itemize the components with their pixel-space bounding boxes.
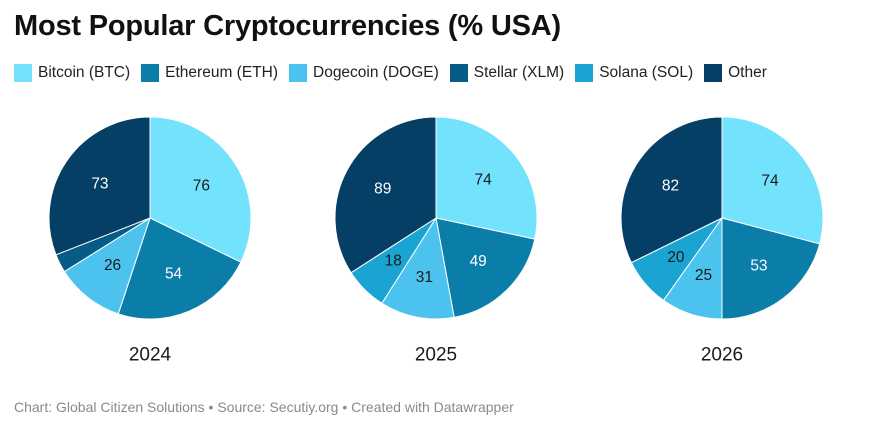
legend: Bitcoin (BTC) Ethereum (ETH) Dogecoin (D… <box>14 64 778 82</box>
data-label-2025-bitcoin: 74 <box>474 171 492 188</box>
data-label-2026-ethereum: 53 <box>750 258 767 275</box>
data-label-2026-dogecoin: 25 <box>695 267 712 284</box>
year-label-2024: 2024 <box>129 345 172 366</box>
legend-label-other: Other <box>728 64 767 81</box>
data-label-2025-solana: 18 <box>385 252 402 269</box>
year-label-2026: 2026 <box>701 345 743 366</box>
pie-slice-2024-dogecoin <box>63 216 151 315</box>
pie-2025: 74 49 31 18 89 2025 <box>334 116 538 366</box>
data-label-2025-other: 89 <box>374 180 391 197</box>
legend-label-solana: Solana (SOL) <box>599 64 694 81</box>
data-label-2024-other: 73 <box>91 175 108 192</box>
pie-slice-2025-dogecoin <box>381 216 455 320</box>
legend-swatch-bitcoin <box>14 64 32 82</box>
pie-slice-2026-bitcoin <box>721 116 824 245</box>
legend-label-stellar: Stellar (XLM) <box>473 64 565 81</box>
legend-swatch-ethereum <box>141 64 160 82</box>
legend-swatch-stellar <box>449 64 468 82</box>
data-label-2024-dogecoin: 26 <box>104 257 121 274</box>
legend-item-bitcoin: Bitcoin (BTC) <box>14 64 130 82</box>
data-label-2024-bitcoin: 76 <box>193 177 210 194</box>
data-label-2024-ethereum: 54 <box>165 265 183 282</box>
data-label-2025-ethereum: 49 <box>470 253 487 270</box>
year-label-2025: 2025 <box>415 345 457 366</box>
legend-swatch-solana <box>575 64 594 82</box>
data-label-2026-solana: 20 <box>667 249 685 266</box>
data-label-2026-other: 82 <box>662 177 679 194</box>
legend-item-solana: Solana (SOL) <box>575 64 693 82</box>
legend-label-dogecoin: Dogecoin (DOGE) <box>313 64 439 81</box>
data-label-2025-dogecoin: 31 <box>416 269 433 286</box>
pie-slice-2024-ethereum <box>117 217 242 320</box>
pie-slice-2025-other <box>334 116 437 274</box>
legend-swatch-other <box>704 64 723 82</box>
legend-item-dogecoin: Dogecoin (DOGE) <box>289 64 439 82</box>
legend-item-other: Other <box>704 64 767 82</box>
pie-2026: 74 53 25 20 82 2026 <box>620 116 824 366</box>
chart-title: Most Popular Cryptocurrencies (% USA) <box>14 10 561 42</box>
legend-label-bitcoin: Bitcoin (BTC) <box>38 64 131 81</box>
pie-slice-2025-ethereum <box>435 217 536 318</box>
legend-item-ethereum: Ethereum (ETH) <box>141 64 278 82</box>
pie-slice-2024-other <box>48 116 151 256</box>
legend-label-ethereum: Ethereum (ETH) <box>165 64 278 81</box>
pie-slice-2024-bitcoin <box>149 116 252 263</box>
data-label-2026-bitcoin: 74 <box>761 173 779 190</box>
legend-swatch-dogecoin <box>289 64 307 82</box>
legend-item-stellar: Stellar (XLM) <box>449 64 565 82</box>
pie-slice-2026-ethereum <box>721 217 821 320</box>
pie-slice-2025-bitcoin <box>435 116 538 240</box>
chart-footer: Chart: Global Citizen Solutions • Source… <box>14 399 514 415</box>
pie-slice-2026-other <box>620 116 723 264</box>
pie-2024: 76 54 26 73 2024 <box>48 116 252 366</box>
